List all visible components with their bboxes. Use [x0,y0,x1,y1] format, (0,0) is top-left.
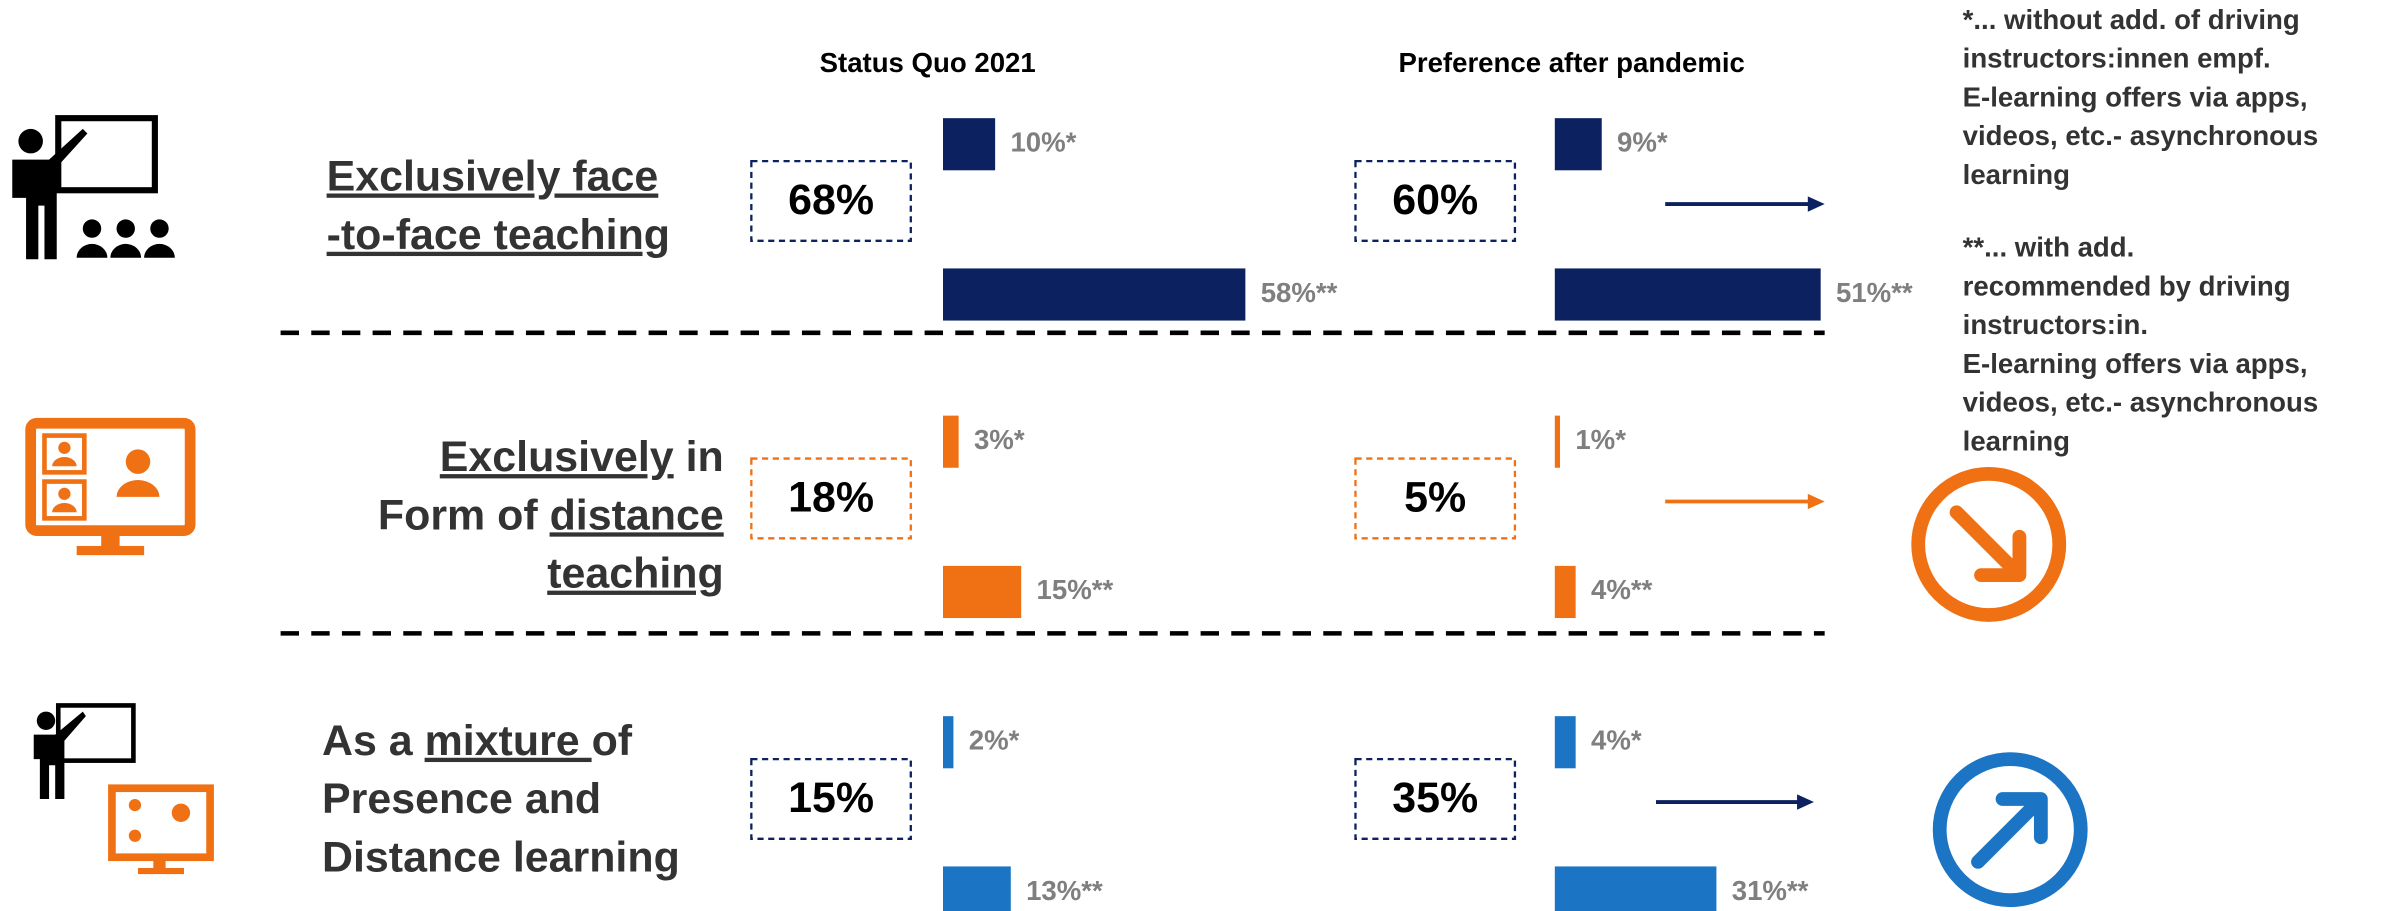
bar [1554,866,1717,911]
total-box [1354,457,1517,540]
row-label: -to-face teaching [327,211,670,259]
row-label: teaching [547,550,724,598]
value-label: 2%* [969,725,1020,756]
value-label: 58%** [1261,277,1338,308]
row-label: As a mixture of [322,717,633,765]
value-label: 3%* [974,424,1025,455]
value-label: 13%** [1026,875,1103,906]
bar [1554,565,1576,619]
total-box [750,159,912,242]
column-header: Status Quo 2021 [820,47,1036,78]
bar [1554,716,1576,769]
footnote: instructors:in. [1963,309,2148,340]
bar [1554,415,1561,468]
label-part: Presence and [322,775,601,823]
bar [943,565,1022,619]
label-part: of [592,717,633,765]
label-part: -to-face teaching [327,211,670,259]
row-label: Presence and [322,775,601,823]
row-label: Form of distance [378,492,724,540]
bar [1554,268,1821,321]
bar [943,716,954,769]
total-box [1354,159,1517,242]
label-part: teaching [547,550,724,598]
label-part: Distance learning [322,834,680,882]
footnote: E-learning offers via apps, [1963,81,2308,112]
value-label: 4%** [1591,574,1653,605]
total-value: 35% [1392,774,1478,822]
total-value: 15% [788,774,874,822]
value-label: 15%** [1037,574,1114,605]
value-label: 1%* [1575,424,1626,455]
arrow-head [1797,794,1814,810]
bar [1554,118,1602,171]
trend-down [1911,467,2067,622]
bar [943,866,1011,911]
label-part: Form of [378,492,550,540]
label-part: distance [550,492,724,540]
total-box [750,757,912,840]
bar [943,268,1246,321]
footnote: instructors:innen empf. [1963,43,2271,74]
arrow-head [1807,493,1825,510]
row-label: Distance learning [322,834,680,882]
mixed-icon [33,703,214,875]
footnote: videos, etc.- asynchronous [1963,387,2319,418]
footnote: videos, etc.- asynchronous [1963,120,2319,151]
remote-icon [25,417,196,556]
total-box [750,457,912,540]
column-header: Preference after pandemic [1398,47,1744,78]
label-part: mixture [425,717,592,765]
arrow-head [1807,196,1825,212]
value-label: 51%** [1836,277,1913,308]
row-label: Exclusively in [440,433,724,481]
label-part: As a [322,717,425,765]
footnote: **... with add. [1963,232,2135,263]
teacher-icon [12,115,175,260]
total-box [1354,757,1517,840]
bar [943,415,959,468]
value-label: 9%* [1617,127,1668,158]
total-value: 60% [1392,176,1478,224]
row-label: Exclusively face [327,153,659,201]
footnote: E-learning offers via apps, [1963,348,2308,379]
label-part: Exclusively [440,433,674,481]
footnote: recommended by driving [1963,270,2291,301]
bar [943,118,996,171]
footnote: learning [1963,426,2070,457]
footnote: learning [1963,159,2070,190]
footnote: *... without add. of driving [1963,4,2300,35]
label-part: in [674,433,724,481]
value-label: 10%* [1010,127,1076,158]
total-value: 18% [788,473,874,521]
total-value: 5% [1404,473,1466,521]
value-label: 4%* [1591,725,1642,756]
total-value: 68% [788,176,874,224]
trend-up [1932,752,2088,908]
label-part: Exclusively face [327,153,659,201]
value-label: 31%** [1732,875,1809,906]
